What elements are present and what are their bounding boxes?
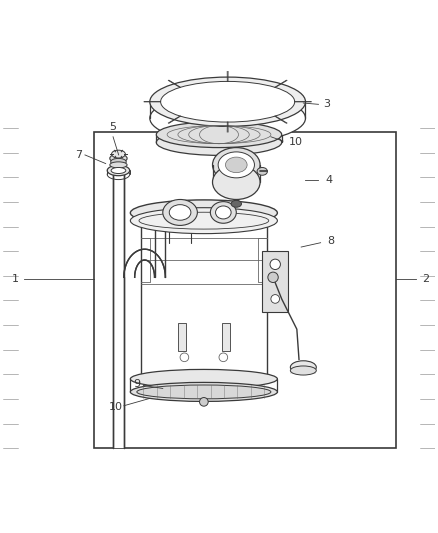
Ellipse shape (141, 373, 267, 389)
Ellipse shape (131, 369, 277, 389)
Ellipse shape (110, 154, 127, 163)
Text: 4: 4 (325, 175, 332, 185)
Ellipse shape (107, 165, 130, 176)
Ellipse shape (271, 295, 279, 303)
Text: 10: 10 (109, 402, 123, 412)
Text: 10: 10 (289, 137, 303, 147)
Bar (262, 252, 288, 312)
Ellipse shape (150, 93, 305, 143)
Ellipse shape (218, 152, 254, 178)
Ellipse shape (215, 206, 231, 219)
Bar (131, 379, 277, 392)
Text: 5: 5 (110, 122, 117, 132)
Ellipse shape (226, 157, 247, 173)
Ellipse shape (257, 167, 268, 175)
Bar (113, 165, 124, 448)
Polygon shape (124, 249, 166, 277)
Ellipse shape (231, 200, 241, 207)
Text: 9: 9 (133, 379, 141, 389)
Ellipse shape (111, 167, 126, 174)
Text: 2: 2 (422, 274, 429, 285)
Text: 8: 8 (327, 237, 334, 246)
Ellipse shape (169, 205, 191, 220)
Ellipse shape (270, 259, 280, 270)
Bar (290, 368, 316, 374)
Ellipse shape (268, 272, 278, 282)
Bar (94, 132, 396, 448)
Ellipse shape (111, 158, 126, 165)
Ellipse shape (156, 130, 282, 155)
Ellipse shape (110, 162, 127, 168)
Ellipse shape (200, 398, 208, 406)
Ellipse shape (156, 122, 282, 148)
Text: 1: 1 (12, 274, 19, 285)
Ellipse shape (150, 77, 305, 126)
Bar (212, 165, 260, 182)
Ellipse shape (219, 353, 228, 361)
Text: 7: 7 (75, 150, 82, 160)
Ellipse shape (137, 385, 271, 399)
Bar (156, 135, 282, 142)
Bar (150, 102, 305, 118)
Ellipse shape (112, 150, 125, 158)
Ellipse shape (161, 82, 295, 122)
Ellipse shape (290, 366, 316, 375)
Ellipse shape (212, 165, 260, 199)
Text: 3: 3 (323, 99, 330, 109)
Ellipse shape (212, 148, 260, 182)
Ellipse shape (180, 353, 189, 361)
Bar (141, 217, 267, 381)
Ellipse shape (163, 199, 198, 225)
Ellipse shape (290, 361, 316, 374)
Ellipse shape (131, 200, 277, 226)
Bar (222, 322, 230, 351)
Bar (178, 322, 186, 351)
Ellipse shape (131, 382, 277, 401)
Ellipse shape (210, 201, 236, 223)
Ellipse shape (131, 208, 277, 233)
